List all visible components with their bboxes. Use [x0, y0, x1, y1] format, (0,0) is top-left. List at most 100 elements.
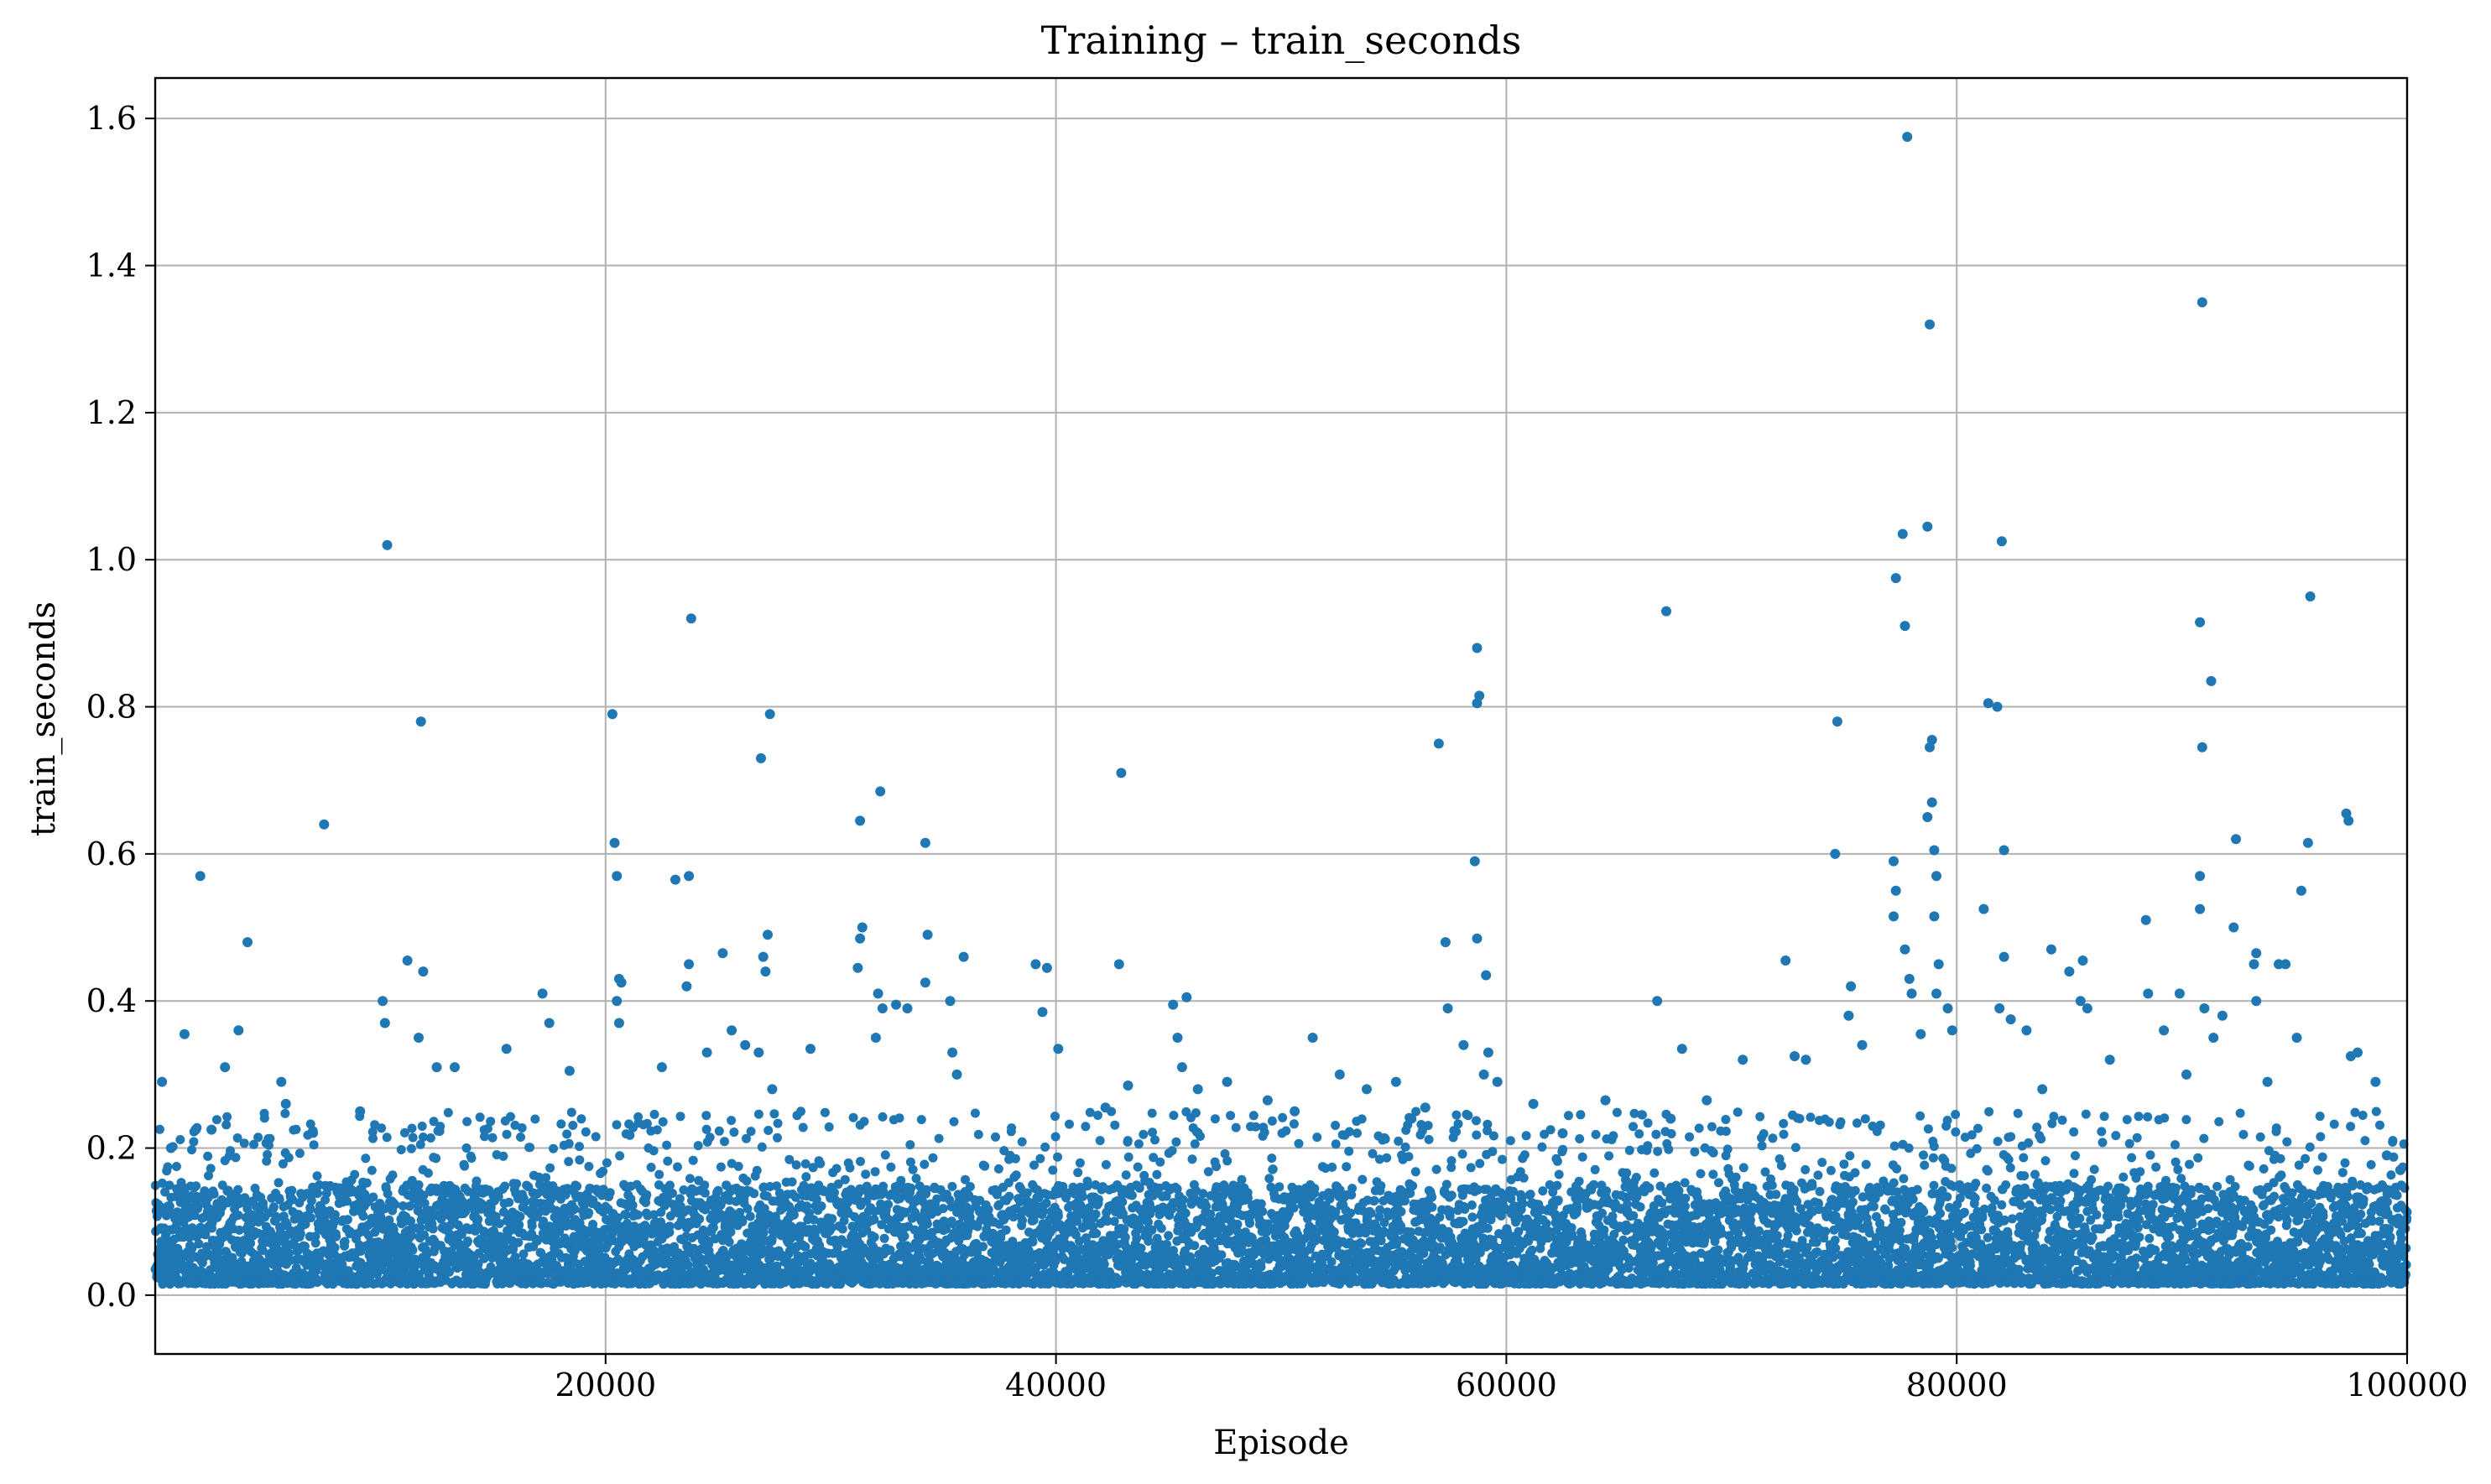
data-point: [486, 1117, 496, 1127]
data-point: [311, 1266, 321, 1276]
data-point: [908, 1164, 918, 1174]
data-point: [1091, 1209, 1101, 1219]
data-point: [187, 1243, 197, 1253]
data-point: [530, 1114, 540, 1124]
data-point: [460, 1161, 470, 1171]
data-point: [1346, 1208, 1355, 1218]
data-point: [970, 1108, 980, 1118]
data-point: [633, 1210, 643, 1220]
data-point: [1039, 1206, 1048, 1216]
data-point: [934, 1133, 944, 1143]
data-point: [654, 1169, 664, 1179]
data-point: [396, 1145, 406, 1154]
data-point: [1035, 1153, 1045, 1164]
data-point: [1256, 1262, 1266, 1272]
data-point: [461, 1143, 472, 1153]
data-point: [753, 1109, 763, 1119]
data-point: [1028, 1237, 1038, 1247]
data-point: [880, 1150, 890, 1160]
data-point: [226, 1146, 235, 1156]
data-point: [685, 1174, 695, 1184]
data-point: [845, 1163, 855, 1173]
data-point: [1294, 1138, 1304, 1148]
data-point: [870, 1167, 880, 1177]
data-point: [663, 1156, 673, 1166]
data-point: [512, 1179, 522, 1189]
data-point: [504, 1197, 514, 1207]
data-point: [859, 1117, 869, 1127]
data-point: [693, 1141, 703, 1151]
data-point: [417, 1122, 427, 1131]
data-point: [163, 1162, 173, 1172]
data-point: [268, 1202, 279, 1212]
data-point: [576, 1114, 586, 1124]
data-point: [628, 1200, 638, 1211]
data-point: [428, 1224, 438, 1234]
data-point: [1073, 1168, 1083, 1178]
data-point: [408, 1133, 418, 1143]
data-point: [1344, 1146, 1354, 1156]
data-point: [435, 1122, 446, 1132]
data-point: [1164, 1231, 1174, 1241]
data-point: [1123, 1152, 1133, 1162]
data-point: [899, 1231, 909, 1241]
data-point: [1210, 1114, 1220, 1124]
data-point: [510, 1252, 520, 1262]
data-point: [407, 1123, 417, 1133]
data-point: [1357, 1238, 1367, 1248]
data-point: [662, 1140, 672, 1150]
data-point: [1258, 1206, 1268, 1216]
data-point: [700, 1180, 710, 1190]
data-point: [856, 1157, 865, 1166]
data-point: [886, 1162, 896, 1172]
data-point: [1347, 1184, 1358, 1194]
data-point: [665, 1180, 675, 1190]
data-point: [716, 1162, 726, 1172]
data-point: [466, 1153, 477, 1164]
data-point: [239, 1138, 249, 1148]
data-point: [330, 1242, 340, 1252]
data-point: [1101, 1159, 1111, 1169]
data-point: [564, 1157, 574, 1167]
data-point: [938, 1204, 948, 1214]
data-point: [305, 1204, 315, 1214]
data-point: [840, 1174, 850, 1185]
data-point: [204, 1171, 213, 1180]
data-point: [1167, 1146, 1177, 1156]
data-point: [545, 1163, 555, 1173]
data-point: [675, 1112, 685, 1122]
grid-lines: [155, 78, 2407, 1354]
data-point: [1310, 1184, 1320, 1194]
data-point: [773, 1118, 783, 1128]
data-point: [1171, 1137, 1181, 1147]
data-point: [294, 1148, 305, 1159]
data-point: [1267, 1116, 1277, 1126]
data-point: [382, 1133, 392, 1143]
data-point: [1095, 1136, 1105, 1146]
data-point: [175, 1135, 185, 1144]
data-point: [1132, 1233, 1142, 1243]
data-point: [615, 1151, 625, 1161]
data-point: [425, 1133, 435, 1143]
data-point: [164, 1180, 175, 1190]
data-point: [658, 1117, 668, 1127]
data-point: [498, 1151, 508, 1161]
data-point: [157, 1178, 167, 1188]
data-point: [247, 1218, 257, 1228]
data-point: [883, 1200, 894, 1210]
data-point: [190, 1211, 200, 1221]
data-point: [1156, 1223, 1166, 1233]
data-point: [688, 1155, 698, 1165]
data-point: [714, 1126, 724, 1136]
data-point: [278, 1159, 288, 1169]
data-point: [980, 1161, 990, 1171]
data-point: [473, 1215, 483, 1224]
data-point: [265, 1133, 275, 1143]
data-point: [752, 1165, 762, 1175]
data-point: [928, 1153, 938, 1163]
data-point: [894, 1113, 904, 1123]
data-point: [1366, 1208, 1376, 1218]
data-point: [246, 1238, 256, 1248]
data-point: [1050, 1132, 1060, 1142]
data-point: [727, 1116, 737, 1126]
